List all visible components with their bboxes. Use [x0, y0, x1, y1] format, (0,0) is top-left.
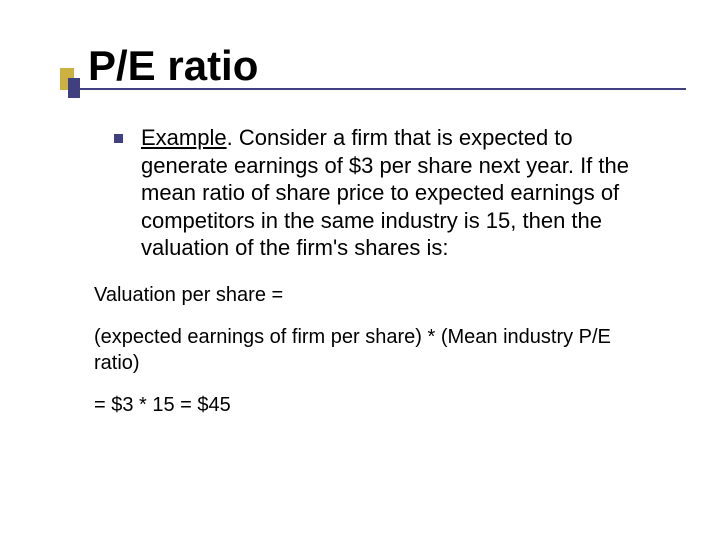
example-text: Example. Consider a firm that is expecte…	[141, 124, 642, 262]
formula-block: Valuation per share = (expected earnings…	[94, 282, 612, 418]
title-block: P/E ratio	[76, 42, 672, 90]
square-bullet-icon	[114, 134, 123, 143]
slide: P/E ratio Example. Consider a firm that …	[0, 0, 720, 540]
title-accent-icon	[60, 68, 80, 98]
formula-rhs: (expected earnings of firm per share) * …	[94, 324, 612, 376]
formula-lhs: Valuation per share =	[94, 282, 612, 308]
example-label: Example	[141, 125, 227, 150]
slide-title: P/E ratio	[76, 42, 672, 90]
body-content: Example. Consider a firm that is expecte…	[114, 124, 642, 418]
bullet-item: Example. Consider a firm that is expecte…	[114, 124, 642, 262]
formula-calc: = $3 * 15 = $45	[94, 392, 612, 418]
